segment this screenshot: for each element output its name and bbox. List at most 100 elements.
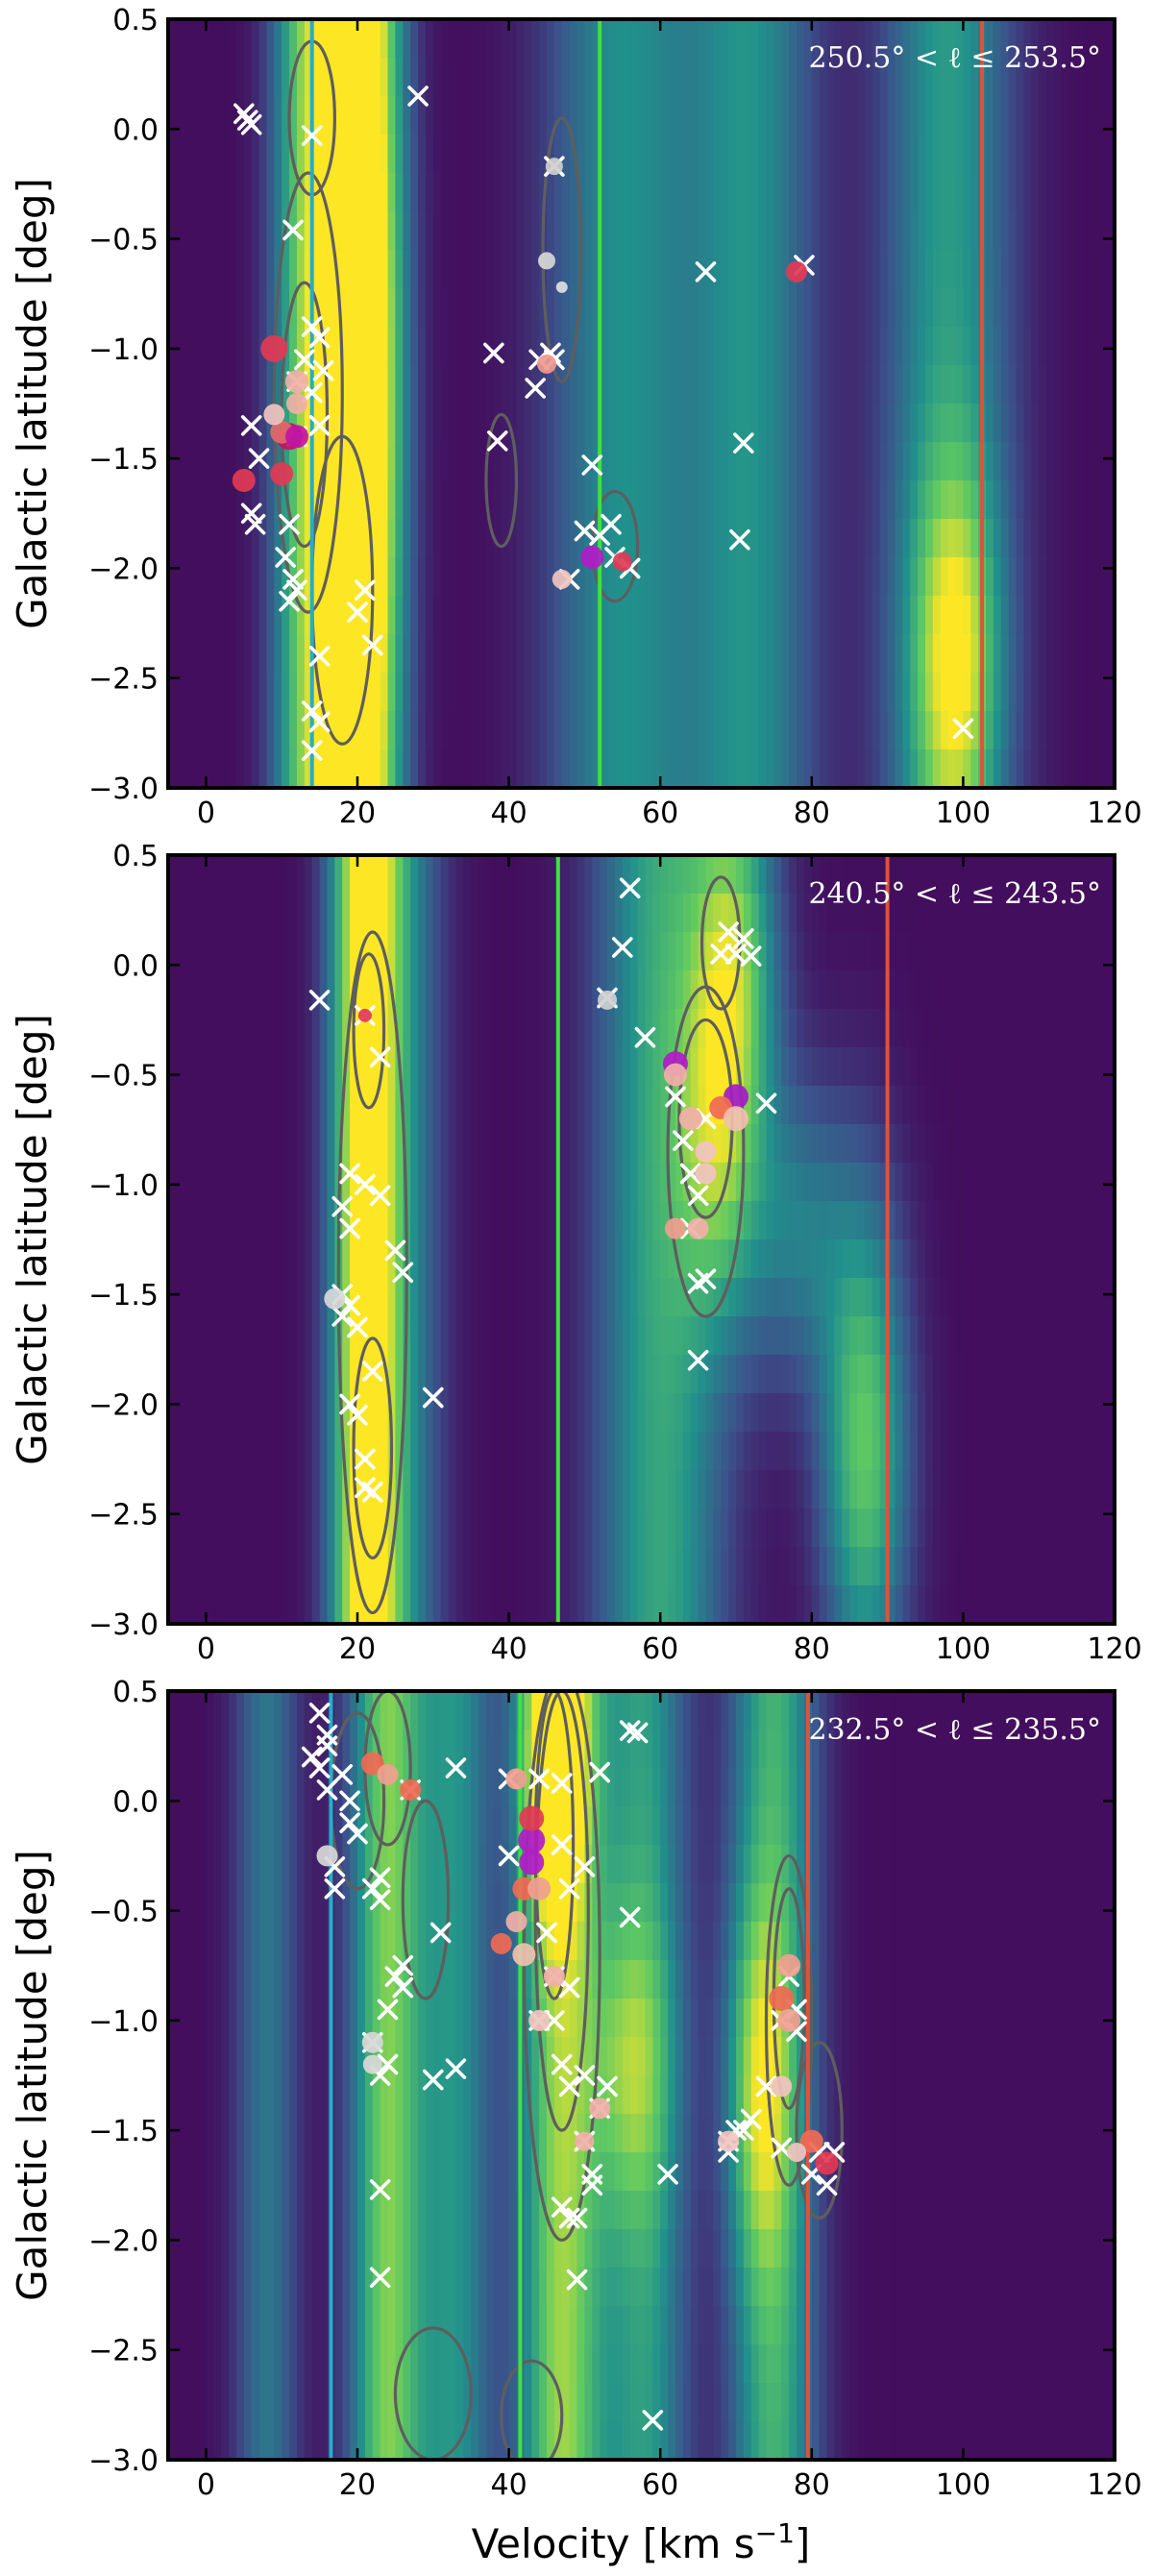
cross-marker xyxy=(301,125,323,146)
heatmap-cell xyxy=(493,1124,503,1164)
heatmap-cell xyxy=(1046,1470,1055,1509)
heatmap-cell xyxy=(682,519,692,558)
heatmap-cell xyxy=(213,1086,222,1125)
heatmap-cell xyxy=(357,1124,366,1164)
heatmap-cell xyxy=(614,480,624,520)
heatmap-cell xyxy=(501,1163,510,1202)
heatmap-cell xyxy=(803,288,813,328)
heatmap-cell xyxy=(750,211,760,251)
heatmap-cell xyxy=(789,1047,797,1087)
heatmap-cell xyxy=(410,749,419,788)
heatmap-cell xyxy=(698,711,707,750)
heatmap-cell xyxy=(1046,932,1055,971)
heatmap-cell xyxy=(607,519,616,558)
heatmap-cell xyxy=(834,1355,843,1394)
heatmap-cell xyxy=(600,711,608,750)
heatmap-cell xyxy=(1084,1278,1092,1317)
heatmap-cell xyxy=(1046,749,1055,788)
heatmap-cell xyxy=(319,1547,329,1586)
heatmap-cell xyxy=(819,288,828,328)
heatmap-cell xyxy=(516,327,525,366)
heatmap-cell xyxy=(448,58,457,97)
heatmap-cell xyxy=(963,327,971,366)
heatmap-cell xyxy=(243,288,253,328)
heatmap-cell xyxy=(440,932,450,971)
heatmap-cell xyxy=(1008,1432,1018,1471)
heatmap-cell xyxy=(463,1547,472,1586)
heatmap-cell xyxy=(418,932,427,971)
heatmap-cell xyxy=(803,894,813,933)
heatmap-cell xyxy=(372,404,381,443)
heatmap-cell xyxy=(364,1047,374,1087)
heatmap-cell xyxy=(478,135,487,174)
heatmap-cell xyxy=(274,1086,282,1125)
heatmap-cell xyxy=(304,1009,313,1048)
heatmap-cell xyxy=(1000,1009,1010,1048)
heatmap-cell xyxy=(887,1355,896,1394)
heatmap-cell xyxy=(478,970,487,1010)
heatmap-cell xyxy=(622,250,631,289)
heatmap-cell xyxy=(622,1316,631,1356)
heatmap-cell xyxy=(698,970,707,1010)
heatmap-cell xyxy=(1000,634,1010,674)
heatmap-cell xyxy=(918,970,926,1010)
heatmap-cell xyxy=(448,855,457,895)
panel-250-253: 0 20 40 60 80 100 1200.50.0−0.5−1.0−1.5−2.0−2.… xyxy=(88,4,1141,830)
heatmap-cell xyxy=(1031,365,1040,405)
heatmap-cell xyxy=(1023,135,1032,174)
heatmap-cell xyxy=(902,327,911,366)
heatmap-cell xyxy=(448,1509,457,1548)
heatmap-cell xyxy=(675,1239,684,1279)
heatmap-cell xyxy=(614,250,624,289)
heatmap-cell xyxy=(1099,711,1108,750)
heatmap-cell xyxy=(849,970,858,1010)
heatmap-cell xyxy=(501,1316,510,1356)
heatmap-cell xyxy=(918,1086,926,1125)
heatmap-cell xyxy=(607,1278,616,1317)
heatmap-cell xyxy=(864,365,873,405)
heatmap-cell xyxy=(842,1009,850,1048)
heatmap-cell xyxy=(206,1547,214,1586)
heatmap-cell xyxy=(955,1509,964,1548)
heatmap-cell xyxy=(229,634,237,674)
heatmap-cell xyxy=(811,1355,821,1394)
heatmap-cell xyxy=(773,96,782,135)
heatmap-cell xyxy=(932,1432,942,1471)
heatmap-cell xyxy=(1016,1278,1025,1317)
heatmap-cell xyxy=(682,404,692,443)
heatmap-cell xyxy=(600,58,608,97)
heatmap-cell xyxy=(387,442,396,481)
heatmap-cell xyxy=(282,250,290,289)
heatmap-cell xyxy=(1039,1278,1047,1317)
heatmap-cell xyxy=(387,932,396,971)
heatmap-cell xyxy=(235,250,245,289)
heatmap-cell xyxy=(1084,1355,1092,1394)
heatmap-cell xyxy=(1023,442,1032,481)
heatmap-cell xyxy=(561,173,571,212)
heatmap-cell xyxy=(895,442,903,481)
heatmap-cell xyxy=(311,1239,321,1279)
heatmap-cell xyxy=(410,932,419,971)
heatmap-cell xyxy=(947,970,957,1010)
heatmap-cell xyxy=(834,749,843,788)
heatmap-cell xyxy=(849,711,858,750)
heatmap-cell xyxy=(910,519,919,558)
heatmap-cell xyxy=(811,327,821,366)
heatmap-cell xyxy=(652,1509,661,1548)
heatmap-cell xyxy=(713,519,722,558)
heatmap-cell xyxy=(629,480,639,520)
heatmap-cell xyxy=(1076,250,1086,289)
heatmap-cell xyxy=(448,480,457,520)
heatmap-cell xyxy=(327,970,335,1010)
heatmap-cell xyxy=(668,19,676,59)
heatmap-cell xyxy=(1068,1047,1078,1087)
heatmap-cell xyxy=(289,634,298,674)
heatmap-cell xyxy=(289,1432,298,1471)
heatmap-cell xyxy=(266,1086,275,1125)
heatmap-cell xyxy=(910,404,919,443)
heatmap-cell xyxy=(645,557,653,597)
heatmap-cell xyxy=(418,711,427,750)
heatmap-cell xyxy=(743,557,752,597)
heatmap-cell xyxy=(235,1239,245,1279)
cross-marker xyxy=(347,601,368,623)
